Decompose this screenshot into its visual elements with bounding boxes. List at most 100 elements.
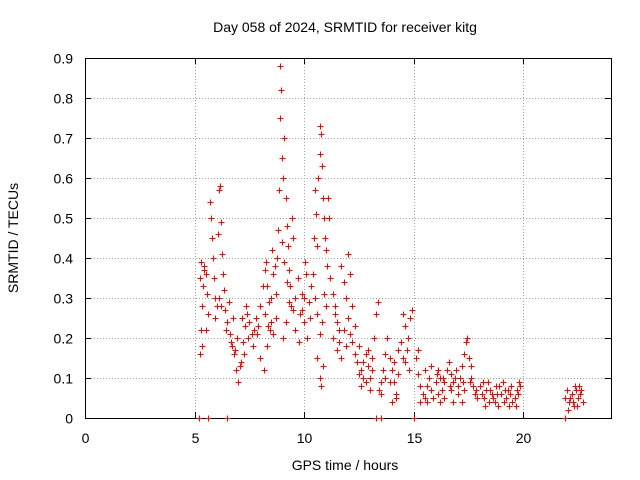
data-point: [441, 379, 448, 386]
data-point: [232, 347, 239, 354]
data-point: [204, 291, 211, 298]
data-point: [323, 247, 330, 254]
data-point: [409, 307, 416, 314]
data-point: [288, 303, 295, 310]
data-point: [263, 259, 270, 266]
data-point: [222, 307, 229, 314]
data-point: [226, 299, 233, 306]
data-point: [304, 335, 311, 342]
data-point: [216, 295, 223, 302]
data-point: [250, 343, 257, 350]
data-point: [224, 415, 231, 422]
data-point: [402, 323, 409, 330]
data-point: [228, 339, 235, 346]
data-point: [395, 347, 402, 354]
data-point: [360, 359, 367, 366]
data-point: [242, 323, 249, 330]
data-point: [502, 387, 509, 394]
data-point: [435, 367, 442, 374]
data-point: [460, 379, 467, 386]
data-point: [334, 319, 341, 326]
data-point: [437, 399, 444, 406]
y-tick-label: 0.5: [54, 211, 74, 227]
data-point: [575, 395, 582, 402]
data-point: [334, 347, 341, 354]
data-point: [577, 391, 584, 398]
data-point: [290, 307, 297, 314]
data-point: [492, 399, 499, 406]
data-point: [562, 415, 569, 422]
data-point: [262, 311, 269, 318]
data-point: [270, 331, 277, 338]
data-point: [229, 343, 236, 350]
data-point: [302, 259, 309, 266]
data-point: [441, 395, 448, 402]
data-point: [273, 291, 280, 298]
data-point: [257, 303, 264, 310]
data-point: [473, 387, 480, 394]
y-tick-label: 0.7: [54, 131, 74, 147]
data-point: [197, 351, 204, 358]
data-point: [278, 87, 285, 94]
data-point: [299, 291, 306, 298]
data-point: [287, 283, 294, 290]
y-tick-label: 0.3: [54, 291, 74, 307]
data-point: [330, 335, 337, 342]
data-point: [472, 391, 479, 398]
data-point: [470, 383, 477, 390]
data-point: [417, 383, 424, 390]
data-point: [243, 303, 250, 310]
data-point: [292, 295, 299, 302]
data-point: [330, 291, 337, 298]
data-point: [246, 319, 253, 326]
data-point: [404, 347, 411, 354]
data-point: [279, 155, 286, 162]
data-point: [356, 343, 363, 350]
data-point: [440, 375, 447, 382]
data-point: [223, 327, 230, 334]
data-point: [347, 331, 354, 338]
data-point: [395, 371, 402, 378]
data-point: [203, 271, 210, 278]
chart-title: Day 058 of 2024, SRMTID for receiver kit…: [213, 19, 477, 35]
data-point: [317, 331, 324, 338]
data-point: [373, 311, 380, 318]
data-point: [227, 331, 234, 338]
data-point: [455, 391, 462, 398]
data-point: [274, 255, 281, 262]
data-point: [283, 195, 290, 202]
data-point: [237, 363, 244, 370]
data-point: [239, 315, 246, 322]
data-point: [272, 263, 279, 270]
y-tick-label: 0.9: [54, 51, 74, 67]
data-point: [332, 311, 339, 318]
data-point: [428, 363, 435, 370]
data-point: [289, 215, 296, 222]
y-tick-label: 0.8: [54, 91, 74, 107]
data-point: [318, 131, 325, 138]
data-point: [356, 371, 363, 378]
data-point: [198, 259, 205, 266]
data-point: [513, 403, 520, 410]
data-point: [507, 391, 514, 398]
data-point: [317, 375, 324, 382]
data-point: [461, 387, 468, 394]
data-point: [266, 299, 273, 306]
data-point: [564, 387, 571, 394]
data-point: [352, 351, 359, 358]
data-point: [218, 303, 225, 310]
data-point: [500, 379, 507, 386]
data-point: [341, 279, 348, 286]
data-point: [468, 363, 475, 370]
data-point: [324, 263, 331, 270]
data-point: [477, 383, 484, 390]
data-point: [479, 391, 486, 398]
data-point: [326, 215, 333, 222]
data-point: [201, 263, 208, 270]
data-point: [281, 259, 288, 266]
data-point: [369, 367, 376, 374]
data-point: [203, 327, 210, 334]
data-point: [297, 311, 304, 318]
data-point: [315, 175, 322, 182]
data-point: [322, 235, 329, 242]
